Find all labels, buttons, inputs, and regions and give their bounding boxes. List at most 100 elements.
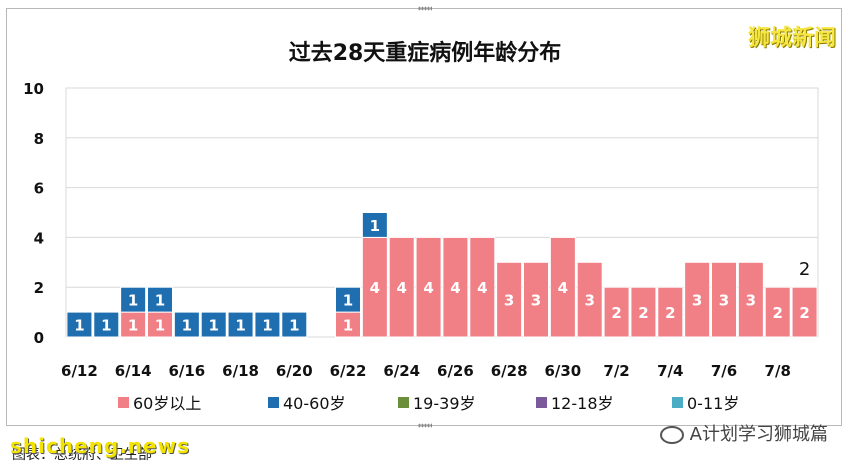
chart-frame <box>6 6 842 428</box>
bar-segment <box>791 286 818 338</box>
legend-swatch <box>268 397 279 408</box>
bar-segment <box>603 286 630 338</box>
data-label: 4 <box>450 279 460 297</box>
chart-title: 过去28天重症病例年龄分布 <box>289 40 562 66</box>
data-label: 4 <box>396 279 406 297</box>
bar-segment <box>630 286 657 338</box>
data-label: 3 <box>692 292 702 310</box>
bar-segment <box>523 261 549 338</box>
bar-segment <box>442 236 469 338</box>
x-tick-label: 7/2 <box>603 362 629 380</box>
x-tick-label: 6/12 <box>61 362 98 380</box>
data-label: 1 <box>74 317 84 335</box>
x-tick-label: 6/20 <box>276 362 313 380</box>
y-tick-label: 6 <box>34 180 44 198</box>
legend-label: 12-18岁 <box>551 394 614 413</box>
data-label: 4 <box>558 279 568 297</box>
bar-segment <box>335 286 361 313</box>
y-tick-label: 10 <box>23 80 44 98</box>
resize-handle-top[interactable] <box>418 6 432 11</box>
data-label: 4 <box>477 279 487 297</box>
x-tick-label: 6/14 <box>115 362 152 380</box>
bar-segment <box>764 286 791 338</box>
wechat-icon <box>659 426 684 444</box>
source-label: 图表：总统府、卫生部 <box>12 447 152 463</box>
data-label: 1 <box>101 317 111 335</box>
bar-segment <box>415 236 442 338</box>
data-label: 1 <box>343 292 353 310</box>
account-watermark: A计划学习狮城篇 <box>659 420 828 446</box>
data-label: 1 <box>370 217 380 235</box>
data-label: 4 <box>370 279 380 297</box>
legend-swatch <box>118 397 129 408</box>
bar-segment <box>120 286 147 313</box>
data-label: 2 <box>638 304 648 322</box>
data-label: 1 <box>289 317 299 335</box>
data-label: 1 <box>128 317 138 335</box>
account-label: A计划学习狮城篇 <box>689 424 828 445</box>
x-tick-label: 6/30 <box>544 362 581 380</box>
bar-segment <box>281 311 308 338</box>
data-label: 2 <box>665 304 675 322</box>
bar-segment <box>469 236 496 338</box>
data-label: 3 <box>746 292 756 310</box>
resize-handle-bottom[interactable] <box>418 423 432 428</box>
bar-segment <box>737 261 764 338</box>
bar-segment <box>711 261 737 338</box>
bar-segment <box>549 236 576 338</box>
x-tick-label: 7/8 <box>765 362 791 380</box>
data-label: 3 <box>531 292 541 310</box>
y-tick-label: 2 <box>34 279 44 297</box>
watermark: 狮城新闻 <box>747 26 836 51</box>
legend-label: 19-39岁 <box>413 394 476 413</box>
y-tick-label: 4 <box>34 229 44 247</box>
x-tick-label: 6/16 <box>168 362 205 380</box>
data-label: 1 <box>128 292 138 310</box>
bar-segment <box>254 311 281 338</box>
legend-label: 60岁以上 <box>133 394 201 413</box>
data-label: 1 <box>235 317 245 335</box>
data-label: 1 <box>343 317 353 335</box>
bar-segment <box>496 261 523 338</box>
x-tick-label: 7/6 <box>711 362 737 380</box>
data-label: 1 <box>182 317 192 335</box>
data-label: 2 <box>611 304 621 322</box>
bar-segment <box>361 212 388 238</box>
data-label: 2 <box>772 304 782 322</box>
total-label: 2 <box>799 259 810 280</box>
bar-segment <box>93 311 120 338</box>
data-label: 1 <box>155 292 165 310</box>
bar-segment <box>576 261 603 338</box>
data-label: 3 <box>719 292 729 310</box>
x-tick-label: 6/22 <box>330 362 367 380</box>
y-tick-label: 8 <box>34 130 44 148</box>
bar-segment <box>388 236 415 338</box>
legend-label: 40-60岁 <box>283 394 346 413</box>
x-tick-label: 6/18 <box>222 362 259 380</box>
data-label: 1 <box>262 317 272 335</box>
data-label: 4 <box>423 279 433 297</box>
bar-segment <box>147 286 173 313</box>
data-label: 3 <box>504 292 514 310</box>
bar-segment <box>227 311 254 338</box>
data-label: 1 <box>155 317 165 335</box>
data-label: 3 <box>584 292 594 310</box>
legend-swatch <box>536 397 547 408</box>
bar-segment <box>173 311 200 338</box>
x-tick-label: 6/28 <box>491 362 528 380</box>
x-tick-label: 6/26 <box>437 362 474 380</box>
data-label: 1 <box>208 317 218 335</box>
bar-segment <box>684 261 711 338</box>
bar-segment <box>657 286 684 338</box>
bar-segment <box>66 311 93 338</box>
legend-swatch <box>672 397 683 408</box>
x-tick-label: 7/4 <box>657 362 683 380</box>
bar-segment <box>200 311 227 338</box>
site-watermark: shicheng.news <box>10 434 190 458</box>
x-tick-label: 6/24 <box>383 362 420 380</box>
legend-label: 0-11岁 <box>687 394 739 413</box>
data-label: 2 <box>799 304 809 322</box>
legend-swatch <box>398 397 409 408</box>
y-tick-label: 0 <box>34 329 44 347</box>
